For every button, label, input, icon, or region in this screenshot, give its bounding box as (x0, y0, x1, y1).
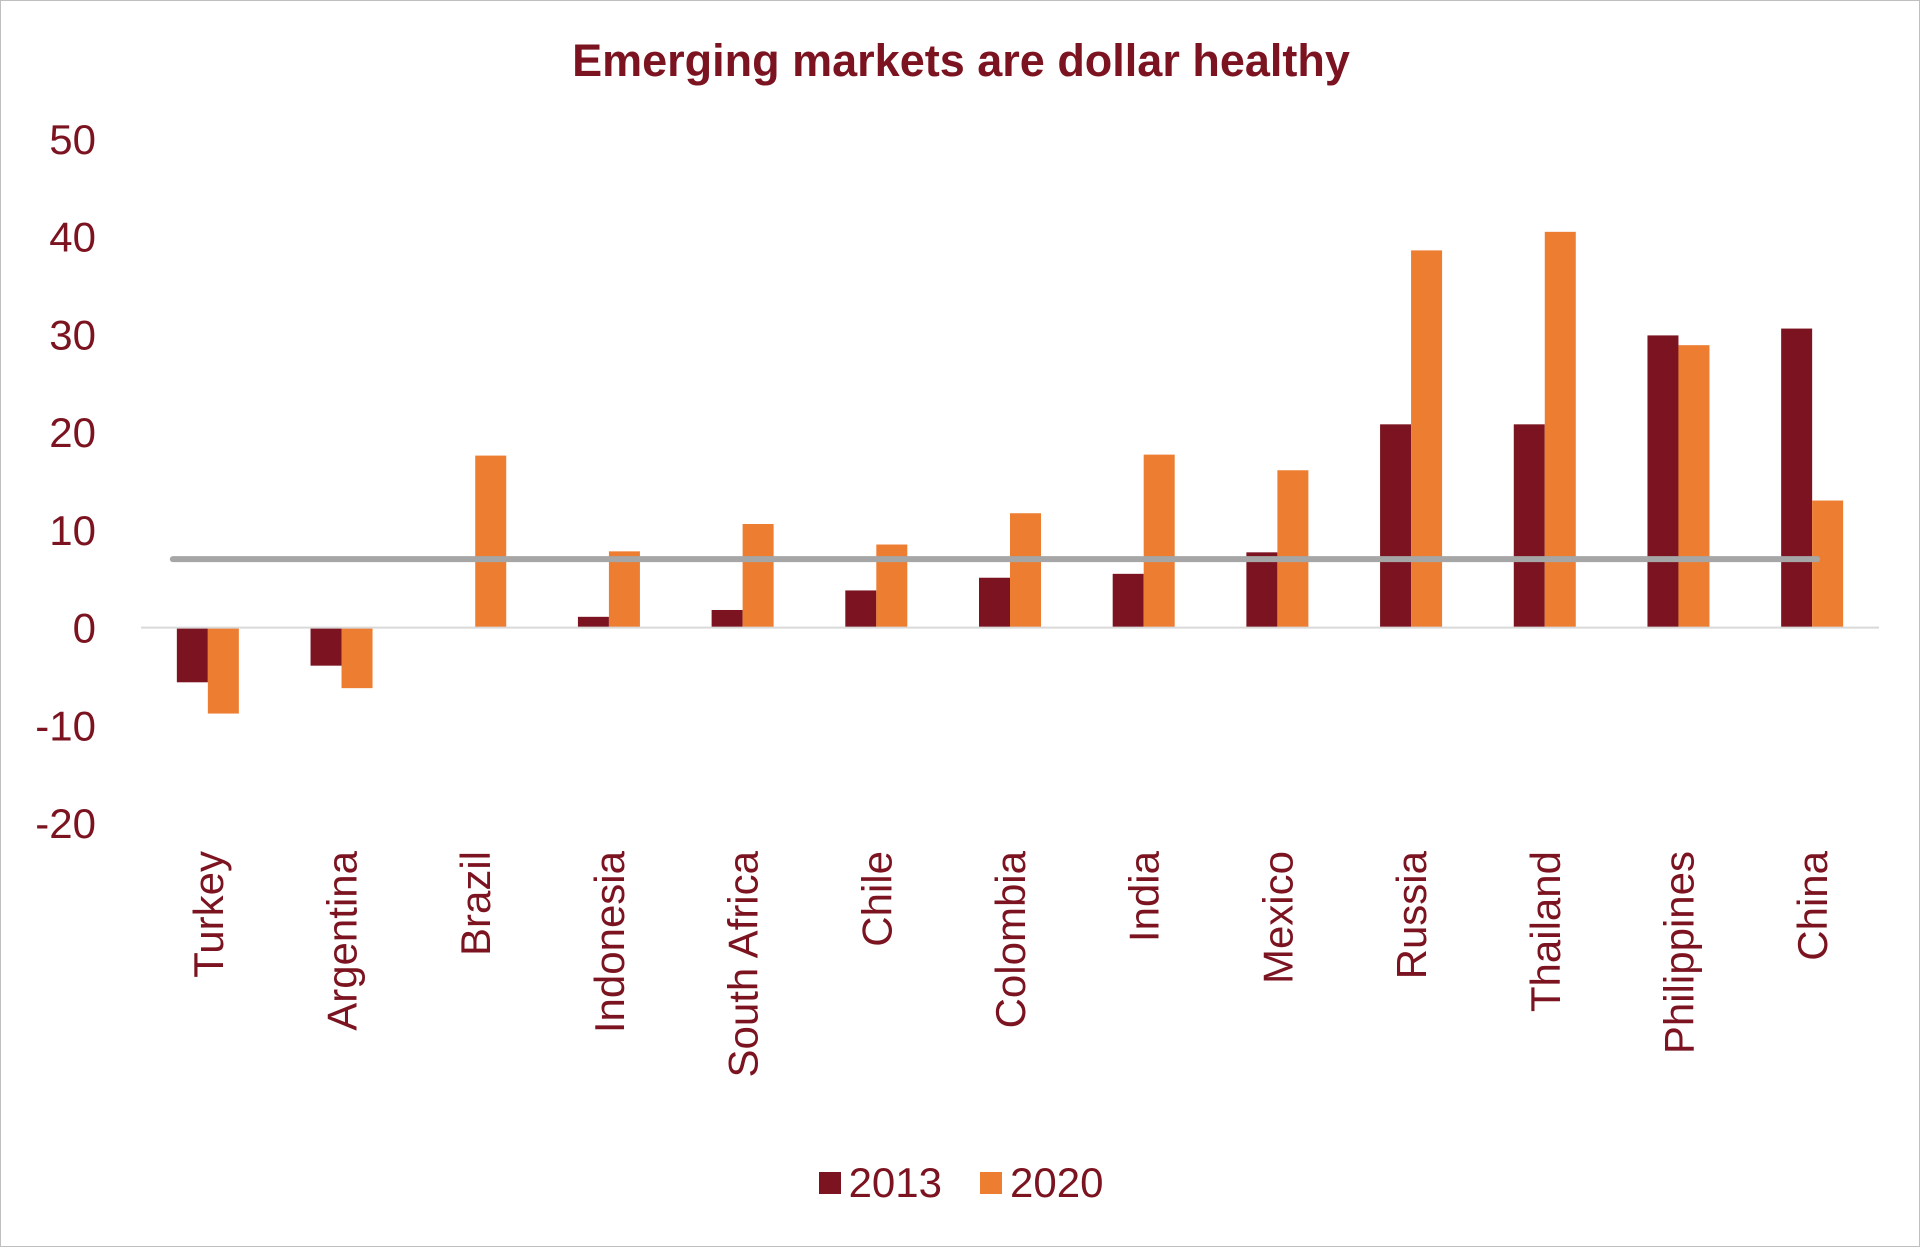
legend-item-2020: 2020 (980, 1159, 1103, 1207)
bar-2013-colombia (979, 577, 1010, 628)
bar-2020-indonesia (608, 551, 640, 628)
bar-2020-argentina (341, 627, 373, 689)
y-tick-label: 30 (49, 311, 96, 358)
category-label: Russia (1388, 850, 1435, 979)
category-label: Colombia (987, 850, 1034, 1028)
category-label: Philippines (1655, 851, 1702, 1054)
bar-2013-philippines (1647, 335, 1679, 628)
category-label: China (1789, 850, 1836, 960)
chart-title: Emerging markets are dollar healthy (572, 35, 1350, 86)
bar-2013-south-africa (711, 609, 743, 628)
category-label: Indonesia (586, 850, 633, 1033)
category-label: Thailand (1522, 851, 1569, 1012)
category-label: Mexico (1254, 851, 1301, 984)
bar-2020-india (1143, 454, 1175, 628)
bar-2020-thailand (1544, 231, 1576, 628)
category-label: Brazil (452, 851, 499, 956)
bar-2020-china (1812, 500, 1844, 628)
bar-2013-india (1112, 573, 1144, 628)
bar-2013-mexico (1246, 552, 1278, 628)
category-label: Turkey (185, 851, 232, 978)
bar-2020-turkey (207, 627, 239, 714)
bar-2013-chile (845, 590, 877, 628)
legend-swatch-2020 (980, 1172, 1002, 1194)
y-tick-label: 50 (49, 116, 96, 163)
y-tick-label: 10 (49, 507, 96, 554)
bar-2013-thailand (1513, 424, 1545, 628)
category-label: India (1121, 850, 1168, 942)
bar-2020-mexico (1277, 470, 1309, 628)
bar-2013-china (1781, 328, 1813, 628)
bar-2013-indonesia (577, 616, 609, 628)
y-tick-label: 0 (73, 605, 96, 652)
bar-2020-russia (1411, 250, 1443, 628)
category-label: South Africa (720, 850, 767, 1077)
category-label: Argentina (319, 850, 366, 1030)
legend-label-2013: 2013 (848, 1159, 942, 1206)
category-label: Chile (853, 851, 900, 947)
bar-2020-brazil (475, 455, 507, 628)
bar-2013-argentina (310, 627, 342, 666)
legend-swatch-2013 (818, 1172, 841, 1194)
legend-label-2020: 2020 (1010, 1159, 1104, 1206)
legend: 2013 2020 (1, 1159, 1920, 1207)
bar-2020-philippines (1678, 345, 1710, 628)
bar-2020-colombia (1010, 513, 1041, 628)
bar-2013-turkey (176, 627, 208, 683)
y-tick-label: -20 (35, 800, 96, 847)
bar-2013-russia (1380, 424, 1412, 628)
y-tick-label: 20 (49, 409, 96, 456)
bar-2020-south-africa (742, 523, 774, 628)
legend-item-2013: 2013 (818, 1159, 942, 1207)
y-tick-label: -10 (35, 702, 96, 749)
y-tick-label: 40 (49, 214, 96, 261)
